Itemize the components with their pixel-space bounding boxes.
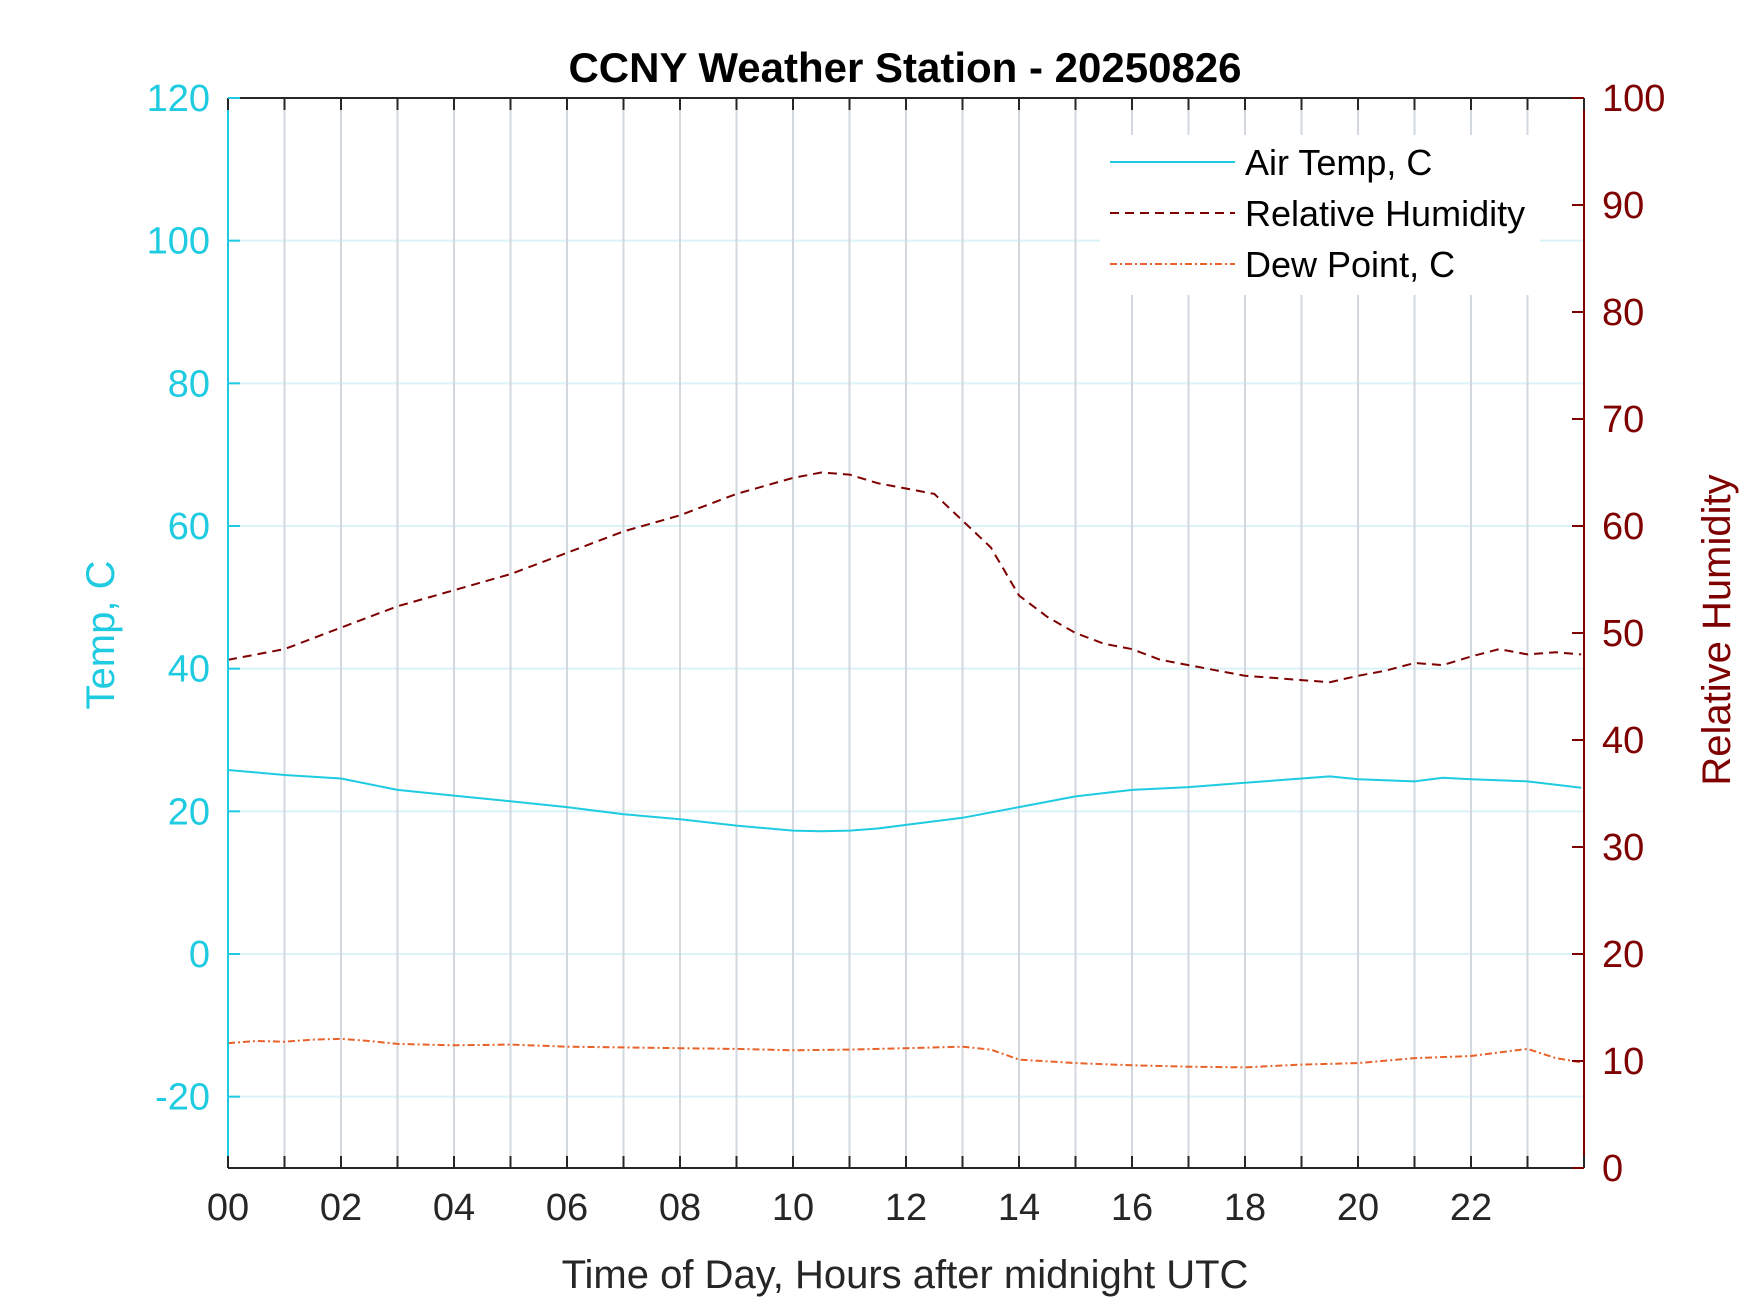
y-left-tick-label: 60 <box>168 506 210 548</box>
x-tick-label: 02 <box>320 1187 362 1229</box>
x-tick-label: 12 <box>885 1187 927 1229</box>
series-relative-humidity <box>227 471 1582 684</box>
y-left-tick-label: 0 <box>189 934 210 976</box>
x-tick-label: 10 <box>772 1187 814 1229</box>
x-tick-label: 00 <box>207 1187 249 1229</box>
x-tick-label: 08 <box>659 1187 701 1229</box>
series-layer <box>227 471 1582 1069</box>
y-axis-left-label: Temp, C <box>79 561 123 710</box>
ticks-layer: 00 02 04 06 08 10 12 14 16 18 20 22-200204060801001… <box>147 78 1666 1229</box>
y-left-tick-label: 80 <box>168 363 210 405</box>
y-left-tick-label: 20 <box>168 791 210 833</box>
x-tick-label: 14 <box>998 1187 1040 1229</box>
legend-label-relative-humidity: Relative Humidity <box>1245 193 1525 234</box>
y-right-tick-label: 20 <box>1602 934 1644 976</box>
series-dew-point <box>227 1037 1582 1069</box>
x-tick-label: 04 <box>433 1187 475 1229</box>
y-left-tick-label: 100 <box>147 221 210 263</box>
series-air-temp <box>227 769 1582 833</box>
grid-layer <box>228 97 1584 1168</box>
y-right-tick-label: 0 <box>1602 1148 1623 1190</box>
y-right-tick-label: 100 <box>1602 78 1665 120</box>
chart-title: CCNY Weather Station - 20250826 <box>568 44 1241 91</box>
legend-label-dew-point: Dew Point, C <box>1245 244 1455 285</box>
x-tick-label: 20 <box>1337 1187 1379 1229</box>
x-tick-label: 06 <box>546 1187 588 1229</box>
y-left-tick-label: 40 <box>168 649 210 691</box>
x-tick-label: 18 <box>1224 1187 1266 1229</box>
x-tick-label: 16 <box>1111 1187 1153 1229</box>
y-right-tick-label: 90 <box>1602 185 1644 227</box>
y-right-tick-label: 40 <box>1602 720 1644 762</box>
y-right-tick-label: 60 <box>1602 506 1644 548</box>
y-right-tick-label: 70 <box>1602 399 1644 441</box>
legend-label-air-temp: Air Temp, C <box>1245 142 1432 183</box>
x-tick-label: 22 <box>1450 1187 1492 1229</box>
legend: Air Temp, C Relative Humidity Dew Point,… <box>1100 135 1540 295</box>
y-right-tick-label: 80 <box>1602 292 1644 334</box>
y-right-tick-label: 30 <box>1602 827 1644 869</box>
y-left-tick-label: 120 <box>147 78 210 120</box>
y-right-tick-label: 50 <box>1602 613 1644 655</box>
x-axis-label: Time of Day, Hours after midnight UTC <box>562 1253 1249 1297</box>
y-left-tick-label: -20 <box>155 1077 210 1119</box>
y-axis-right-label: Relative Humidity <box>1695 474 1739 785</box>
y-right-tick-label: 10 <box>1602 1041 1644 1083</box>
